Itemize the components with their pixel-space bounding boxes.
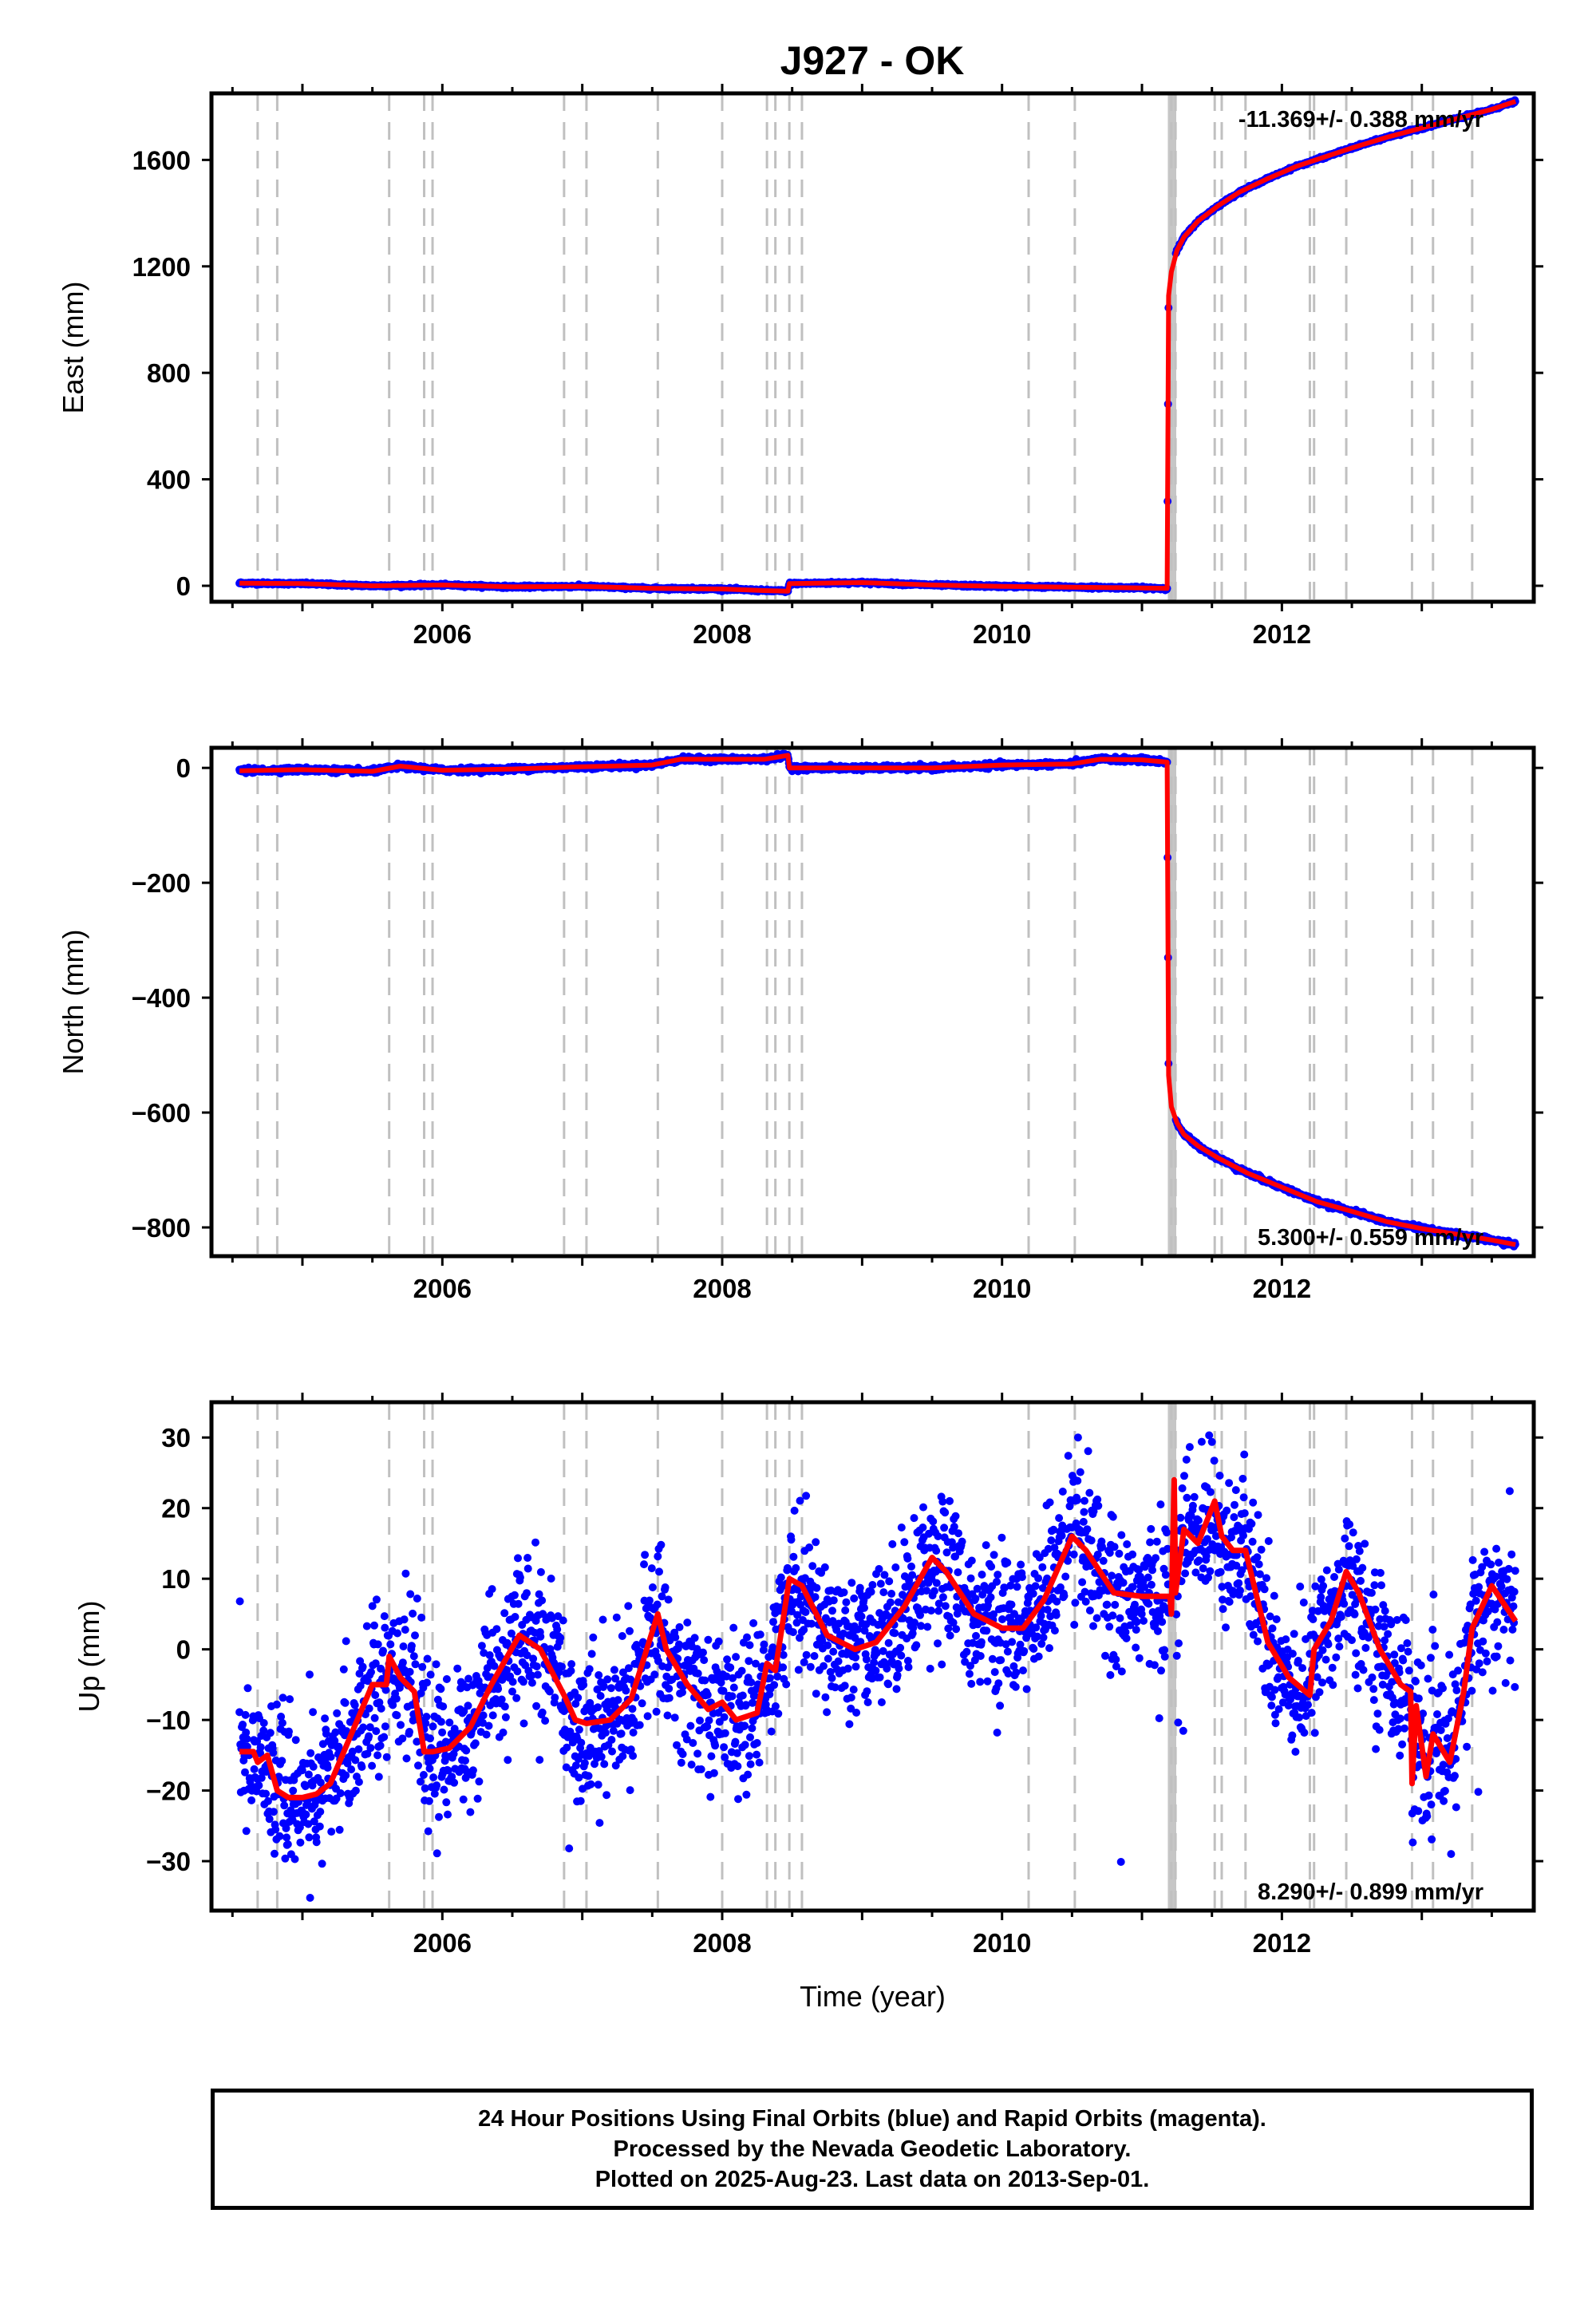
north-y-tick-label: −400: [132, 983, 191, 1013]
up-y-tick-label: −10: [146, 1705, 191, 1735]
east-rate-label: -11.369+/- 0.388 mm/yr: [1238, 107, 1483, 132]
north-panel: 2006 2008 2010 2012 −800 −600 −400 −200 0 North (…: [57, 738, 1543, 1303]
up-x-tick-label: 2008: [693, 1928, 751, 1958]
east-plot-area: [235, 93, 1519, 602]
east-y-axis-label: East (mm): [57, 282, 89, 414]
east-x-tick-label: 2010: [973, 619, 1031, 649]
chart-title: J927 - OK: [780, 38, 965, 83]
east-model-line: [239, 99, 1517, 594]
up-frame: [209, 1400, 1536, 1913]
east-y-tick-label: 400: [147, 465, 191, 495]
up-plot-area: [235, 1402, 1519, 1911]
up-x-axis: 2006 2008 2010 2012: [231, 1393, 1493, 1958]
north-x-tick-label: 2010: [973, 1274, 1031, 1303]
up-x-axis-label: Time (year): [800, 1980, 946, 2013]
processing-note-line2: Processed by the Nevada Geodetic Laborat…: [613, 2136, 1132, 2162]
up-y-tick-label: −30: [146, 1847, 191, 1876]
north-y-tick-label: −800: [132, 1213, 191, 1243]
up-x-tick-label: 2010: [973, 1928, 1031, 1958]
east-frame: [209, 91, 1536, 604]
up-observations: [235, 1402, 1519, 1902]
up-y-tick-label: −20: [146, 1777, 191, 1806]
east-y-tick-label: 800: [147, 358, 191, 388]
up-y-tick-label: 30: [161, 1423, 191, 1452]
east-x-axis: 2006 2008 2010 2012: [231, 84, 1493, 649]
north-y-tick-label: −600: [132, 1098, 191, 1128]
up-x-tick-label: 2012: [1253, 1928, 1311, 1958]
processing-note-line3: Plotted on 2025-Aug-23. Last data on 201…: [595, 2167, 1150, 2192]
up-event-band: [1167, 1402, 1176, 1911]
east-y-tick-label: 0: [176, 571, 191, 601]
east-y-tick-label: 1200: [132, 252, 191, 282]
north-rate-label: 5.300+/- 0.559 mm/yr: [1258, 1225, 1483, 1251]
north-x-tick-label: 2008: [693, 1274, 751, 1303]
east-event-band: [1167, 93, 1176, 602]
up-y-tick-label: 10: [161, 1564, 191, 1594]
north-model-line: [239, 753, 1516, 1247]
east-x-tick-label: 2006: [413, 619, 472, 649]
north-plot-area: [235, 748, 1519, 1256]
north-x-axis: 2006 2008 2010 2012: [231, 738, 1493, 1303]
east-y-tick-label: 1600: [132, 145, 191, 175]
east-y-axis: 0 400 800 1200 1600: [132, 145, 1543, 601]
north-y-axis-label: North (mm): [57, 930, 89, 1075]
up-model-line: [239, 1476, 1519, 1800]
up-y-axis: −30 −20 −10 0 10 20 30: [146, 1423, 1543, 1876]
processing-note: 24 Hour Positions Using Final Orbits (bl…: [211, 2089, 1534, 2210]
north-event-band: [1167, 748, 1176, 1256]
up-y-tick-label: 20: [161, 1494, 191, 1524]
north-x-tick-label: 2012: [1253, 1274, 1311, 1303]
processing-note-line1: 24 Hour Positions Using Final Orbits (bl…: [478, 2106, 1266, 2132]
east-x-tick-label: 2012: [1253, 619, 1311, 649]
north-y-axis: −800 −600 −400 −200 0: [132, 753, 1543, 1243]
north-x-tick-label: 2006: [413, 1274, 472, 1303]
up-panel: 2006 2008 2010 2012 −30 −20 −10 0 10 20 30 Up (mm) T…: [73, 1393, 1543, 2013]
north-y-tick-label: −200: [132, 868, 191, 898]
north-observations: [235, 749, 1519, 1251]
up-y-tick-label: 0: [176, 1635, 191, 1665]
up-y-axis-label: Up (mm): [73, 1601, 105, 1713]
north-frame: [209, 745, 1536, 1259]
east-panel: 2006 2008 2010 2012 0 400 800 1200 1600 East (mm)…: [57, 84, 1543, 649]
up-x-tick-label: 2006: [413, 1928, 472, 1958]
east-observations: [235, 96, 1519, 597]
up-rate-label: 8.290+/- 0.899 mm/yr: [1258, 1879, 1483, 1905]
north-y-tick-label: 0: [176, 753, 191, 783]
east-x-tick-label: 2008: [693, 619, 751, 649]
